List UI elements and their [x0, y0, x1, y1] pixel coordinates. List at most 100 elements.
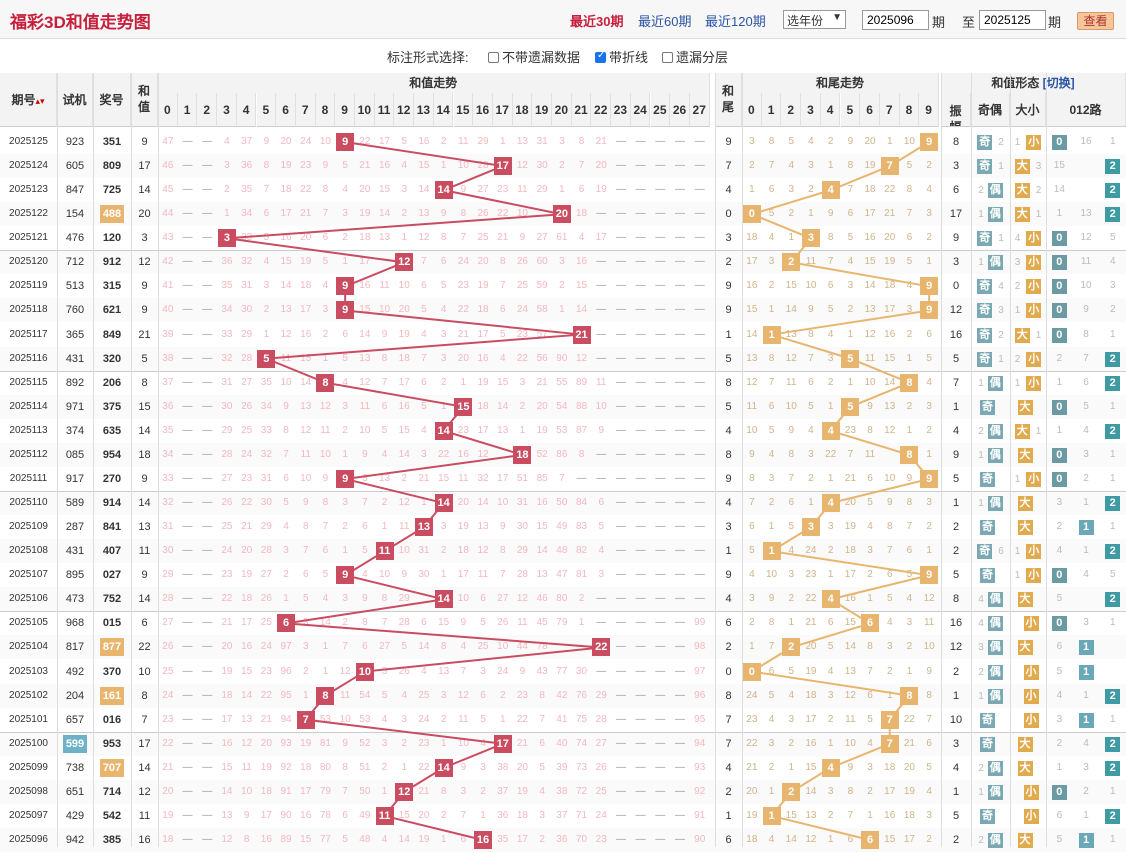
sum-miss: 25 — [162, 665, 174, 677]
tail-hit-mark: 4 — [821, 758, 840, 777]
tail-miss: 1 — [827, 160, 834, 172]
sum-miss: 18 — [241, 593, 253, 605]
sum-miss: 13 — [280, 304, 292, 316]
tail-miss: 9 — [827, 208, 834, 220]
sum-miss: 1 — [421, 497, 427, 509]
tail-miss: 3 — [827, 521, 834, 533]
trial-cell: 817 — [65, 641, 85, 654]
bigsmall-tag: 大 — [1014, 207, 1030, 223]
sum-miss: 26 — [516, 256, 528, 268]
tail-hit-mark: 4 — [821, 421, 840, 440]
sum-miss: 12 — [516, 160, 528, 172]
sum-miss: 1 — [342, 256, 348, 268]
oddeven-tag: 偶 — [987, 447, 1003, 463]
header-period[interactable]: 期号▴▾ — [0, 73, 57, 127]
sum-miss: 23 — [516, 689, 528, 701]
sum-cell: 16 — [138, 834, 151, 847]
sum-hit-mark: 14 — [434, 181, 453, 200]
link-recent-30[interactable]: 最近30期 — [570, 14, 624, 29]
sum-miss: 7 — [263, 184, 270, 196]
sum-miss: 18 — [162, 834, 174, 846]
tail-hit: 0 — [742, 660, 762, 684]
trial-cell: 204 — [65, 689, 85, 702]
road-tag: 2 — [1105, 351, 1121, 367]
sum-miss: 10 — [378, 569, 391, 581]
sum-miss: 21 — [418, 472, 430, 484]
tail-miss: 19 — [805, 665, 817, 677]
sum-miss: 55 — [556, 376, 568, 388]
sum-miss: 15 — [300, 352, 312, 364]
tail-cell: 9 — [725, 304, 732, 317]
sum-hit-mark: 22 — [592, 638, 611, 657]
header-sum-col: 23 — [611, 93, 631, 127]
sum-miss: 17 — [241, 617, 253, 629]
sum-cell: 14 — [138, 761, 151, 774]
sum-miss: 58 — [536, 304, 548, 316]
option-label: 遗漏分层 — [676, 50, 729, 65]
period-cell: 2025101 — [9, 713, 48, 725]
prize-cell: 375 — [102, 400, 122, 413]
sum-miss: 2 — [440, 545, 447, 557]
road-tag: 2 — [1105, 808, 1121, 824]
sum-miss: 1 — [559, 304, 565, 316]
tail-miss: 18 — [903, 809, 915, 821]
sum-miss: — — [615, 497, 626, 509]
sum-miss: 24 — [221, 545, 233, 557]
period-cell: 2025114 — [9, 400, 48, 412]
sum-miss: 1 — [381, 785, 388, 797]
road-miss: 5 — [1083, 400, 1089, 412]
sum-miss: — — [655, 208, 666, 220]
bigsmall-tag: 小 — [1026, 255, 1042, 271]
bigsmall-tag: 大 — [1014, 159, 1030, 175]
sum-miss: 2 — [381, 497, 388, 509]
tail-miss: 17 — [746, 256, 758, 268]
sum-miss: — — [694, 545, 705, 557]
tail-miss: 7 — [847, 184, 854, 196]
prize-cell: 488 — [93, 202, 131, 226]
switch-link[interactable]: [切换] — [1042, 76, 1075, 90]
sum-miss: 91 — [280, 785, 292, 797]
link-recent-120[interactable]: 最近120期 — [705, 14, 766, 29]
year-select[interactable]: 选年份 ▼ — [783, 10, 846, 29]
sum-miss: — — [675, 352, 686, 364]
sum-miss: 3 — [342, 400, 348, 412]
sum-miss: 37 — [241, 136, 253, 147]
checkbox-icon[interactable] — [488, 52, 499, 63]
sum-hit-mark: 9 — [336, 301, 355, 320]
option-no-missing[interactable]: 不带遗漏数据 — [488, 47, 580, 66]
period-cell: 2025119 — [9, 280, 48, 292]
tail-miss: 9 — [847, 761, 854, 773]
link-recent-60[interactable]: 最近60期 — [638, 14, 692, 29]
checkbox-checked-icon[interactable] — [595, 50, 606, 63]
sum-miss: 12 — [339, 665, 351, 677]
tail-miss: 1 — [827, 834, 834, 846]
sum-miss: 22 — [438, 448, 450, 460]
sum-miss: 5 — [480, 713, 486, 725]
sum-miss: 44 — [162, 208, 174, 220]
sum-hit-mark: 9 — [336, 566, 355, 585]
sum-hit-mark: 17 — [493, 157, 512, 176]
from-period-input[interactable] — [862, 10, 929, 30]
tail-miss: 22 — [746, 737, 758, 749]
tail-miss: 18 — [746, 232, 758, 244]
sum-hit: 7 — [296, 708, 316, 732]
option-layered[interactable]: 遗漏分层 — [662, 47, 728, 66]
road-miss: 1 — [1083, 545, 1089, 557]
amp-cell: 2 — [952, 665, 960, 678]
sort-icon[interactable]: ▴▾ — [35, 96, 45, 106]
option-polyline[interactable]: 带折线 — [595, 47, 648, 66]
tail-miss: 3 — [926, 208, 932, 220]
sum-miss: 21 — [359, 160, 371, 172]
sum-cell: 11 — [138, 809, 151, 822]
sum-hit: 18 — [513, 443, 533, 467]
query-button[interactable]: 查看 — [1077, 12, 1114, 30]
checkbox-icon[interactable] — [662, 52, 673, 63]
sum-miss: 47 — [162, 136, 174, 147]
to-period-input[interactable] — [979, 10, 1046, 30]
sum-miss: 33 — [221, 328, 233, 340]
tail-hit-mark: 7 — [880, 734, 899, 753]
sum-miss: 8 — [499, 256, 506, 268]
tail-miss: 15 — [864, 256, 876, 268]
sum-miss: — — [694, 160, 705, 172]
